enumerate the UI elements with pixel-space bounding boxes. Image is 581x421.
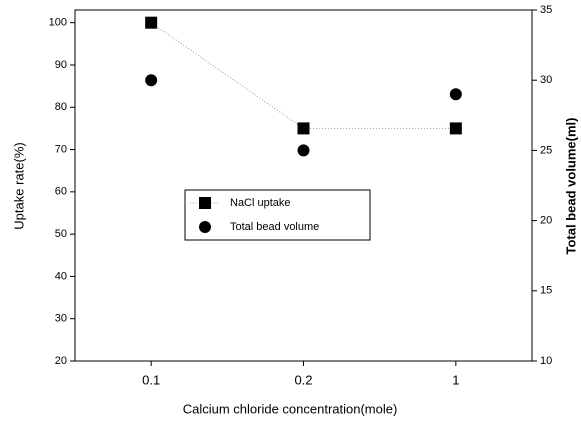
marker (449, 88, 462, 101)
x-tick-label: 0.2 (294, 372, 312, 387)
legend-box (184, 189, 371, 241)
marker (297, 144, 310, 157)
y-tick-label: 80 (55, 101, 67, 113)
x-tick-label: 1 (452, 372, 459, 387)
y-tick-label: 40 (55, 270, 67, 282)
y2-tick-label: 20 (540, 215, 552, 227)
y-tick-label: 90 (55, 59, 67, 71)
legend-marker (199, 197, 211, 209)
marker (297, 122, 310, 135)
y-tick-label: 70 (55, 143, 67, 155)
y2-tick-label: 10 (540, 355, 552, 367)
y2-axis-label: Total bead volume(ml) (563, 118, 578, 255)
y2-tick-label: 15 (540, 285, 552, 297)
legend-marker (199, 221, 211, 233)
y2-tick-label: 30 (540, 74, 552, 86)
y2-tick-label: 25 (540, 144, 552, 156)
legend-label: Total bead volume (230, 221, 319, 233)
y-tick-label: 20 (55, 355, 67, 367)
marker (449, 122, 462, 135)
series-line (150, 22, 456, 129)
legend-label: NaCl uptake (230, 197, 291, 209)
marker (145, 74, 158, 87)
marker (145, 16, 158, 29)
x-tick-label: 0.1 (142, 372, 160, 387)
y-tick-label: 50 (55, 228, 67, 240)
y-tick-label: 30 (55, 313, 67, 325)
y2-tick-label: 35 (540, 4, 552, 16)
y-tick-label: 60 (55, 186, 67, 198)
x-axis-label: Calcium chloride concentration(mole) (183, 401, 398, 416)
y-tick-label: 100 (49, 17, 67, 29)
plot-frame (74, 9, 533, 362)
y-axis-label: Uptake rate(%) (11, 142, 26, 229)
